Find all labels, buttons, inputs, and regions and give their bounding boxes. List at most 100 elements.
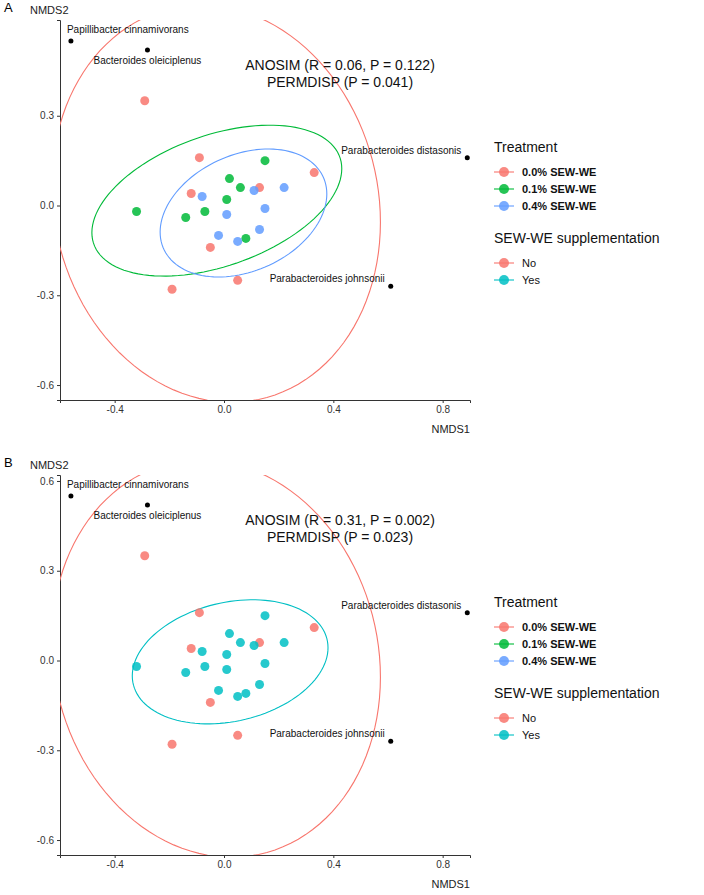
labels: Papillibacter cinnamivoransBacteroides o… <box>4 455 470 890</box>
plot-area <box>60 475 470 855</box>
x-axis-title: NMDS1 <box>431 878 470 890</box>
tick: 0.0 <box>218 400 232 415</box>
sample-point <box>233 276 242 285</box>
tick-label: 0.8 <box>436 859 450 870</box>
annotation: PERMDISP (P = 0.041) <box>267 74 413 90</box>
confidence-ellipse <box>132 600 328 724</box>
species-point <box>145 502 150 507</box>
annotation: ANOSIM (R = 0.31, P = 0.002) <box>245 512 435 528</box>
tick-label: -0.3 <box>37 745 55 756</box>
species-label: Bacteroides oleiciplenus <box>94 55 202 66</box>
sample-point <box>181 668 190 677</box>
tick: -0.3 <box>37 745 60 756</box>
sample-point <box>168 740 177 749</box>
legend-key <box>499 656 509 666</box>
species-point <box>465 610 470 615</box>
species-label: Parabacteroides johnsonii <box>270 273 385 284</box>
x-axis-line <box>61 856 471 859</box>
series <box>132 611 289 701</box>
y-axis: -0.6-0.30.00.3 <box>37 21 61 401</box>
sample-point <box>261 659 270 668</box>
tick-label: 0.3 <box>40 110 54 121</box>
legend-label: 0.0% SEW-WE <box>522 166 596 178</box>
x-axis-title: NMDS1 <box>431 423 470 435</box>
legend-key <box>499 730 509 740</box>
tick-label: -0.3 <box>37 290 55 301</box>
x-axis-line <box>61 401 471 404</box>
legend-key <box>499 713 509 723</box>
legend-key <box>499 275 509 285</box>
y-axis: -0.6-0.30.00.30.6 <box>37 476 61 856</box>
sample-point <box>241 689 250 698</box>
sample-point <box>310 168 319 177</box>
sample-point <box>222 650 231 659</box>
tick-label: 0.0 <box>40 655 54 666</box>
tick-mark <box>57 295 60 296</box>
tick-label: -0.6 <box>37 835 55 846</box>
legend-key <box>499 167 509 177</box>
species-label: Parabacteroides distasonis <box>341 600 461 611</box>
sample-point <box>187 189 196 198</box>
sample-point <box>261 156 270 165</box>
sample-point <box>236 183 245 192</box>
labels: Papillibacter cinnamivoransBacteroides o… <box>4 0 470 435</box>
sample-point <box>233 731 242 740</box>
sample-point <box>255 680 264 689</box>
sample-point <box>261 611 270 620</box>
sample-point <box>214 231 223 240</box>
panel: -0.40.00.40.8-0.6-0.30.00.30.6Papillibac… <box>4 455 659 890</box>
sample-point <box>168 285 177 294</box>
legend-title: Treatment <box>494 139 557 155</box>
tick-mark <box>57 206 60 207</box>
tick-label: 0.4 <box>327 404 341 415</box>
plot-area <box>60 20 470 400</box>
tick: -0.4 <box>107 855 125 870</box>
tick-mark <box>443 400 444 403</box>
sample-point <box>280 183 289 192</box>
sample-point <box>233 237 242 246</box>
sample-point <box>140 551 149 560</box>
tick: 0.0 <box>218 855 232 870</box>
y-axis-title: NMDS2 <box>30 459 69 471</box>
sample-point <box>206 243 215 252</box>
tick-mark <box>115 400 116 403</box>
tick: 0.0 <box>40 655 60 666</box>
tick-label: 0.8 <box>436 404 450 415</box>
species-label: Parabacteroides johnsonii <box>270 728 385 739</box>
tick: 0.4 <box>327 400 341 415</box>
y-axis-line <box>57 476 61 856</box>
x-axis: -0.40.00.40.8 <box>61 855 471 870</box>
tick: 0.3 <box>40 565 60 576</box>
species-label: Papillibacter cinnamivorans <box>67 479 189 490</box>
sample-point <box>222 665 231 674</box>
tick-mark <box>115 855 116 858</box>
tick-mark <box>224 855 225 858</box>
tick-mark <box>57 571 60 572</box>
legend-key <box>499 622 509 632</box>
legend-label: 0.4% SEW-WE <box>522 200 596 212</box>
sample-point <box>255 225 264 234</box>
tick-mark <box>57 840 60 841</box>
sample-point <box>214 686 223 695</box>
tick: -0.3 <box>37 290 60 301</box>
tick: 0.3 <box>40 110 60 121</box>
sample-point <box>225 629 234 638</box>
tick-label: 0.0 <box>40 200 54 211</box>
tick-mark <box>57 481 60 482</box>
legend-key <box>499 258 509 268</box>
sample-point <box>241 234 250 243</box>
sample-point <box>181 213 190 222</box>
legend-key <box>499 639 509 649</box>
sample-point <box>132 207 141 216</box>
legend-label: No <box>522 257 536 269</box>
legend-title: SEW-WE supplementation <box>494 230 659 246</box>
tick: 0.8 <box>436 400 450 415</box>
sample-point <box>222 210 231 219</box>
sample-point <box>250 641 259 650</box>
series <box>140 96 318 294</box>
legend-label: Yes <box>522 274 540 286</box>
series <box>198 183 289 246</box>
sample-point <box>206 698 215 707</box>
legend-label: 0.1% SEW-WE <box>522 183 596 195</box>
y-axis-line <box>57 21 61 401</box>
